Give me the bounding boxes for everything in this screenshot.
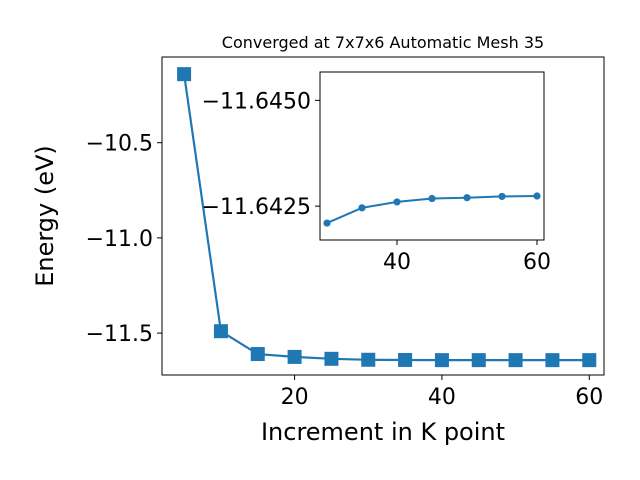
- main-y-ticks: −10.5 −11.0 −11.5: [86, 132, 162, 347]
- inset-data-point: [393, 198, 401, 206]
- inset-data-point: [463, 194, 471, 202]
- main-data-point: [582, 353, 597, 368]
- inset-y-ticks: −11.6450 −11.6425: [202, 89, 320, 220]
- main-x-tick-label: 40: [428, 385, 456, 410]
- inset-y-tick-label: −11.6450: [202, 89, 311, 114]
- main-plot: 20 40 60 −10.5 −11.0 −11.5: [86, 56, 605, 410]
- main-data-point: [545, 353, 560, 368]
- main-plot-frame: [161, 56, 605, 376]
- main-data-point: [213, 324, 228, 339]
- main-series-points: [177, 67, 597, 368]
- y-axis-title: Energy (eV): [31, 145, 59, 287]
- main-data-point: [250, 347, 265, 362]
- main-x-tick-label: 60: [575, 385, 603, 410]
- inset-x-tick-label: 40: [383, 250, 411, 275]
- inset-data-point: [498, 192, 506, 201]
- inset-series-points: [323, 192, 541, 227]
- main-data-point: [361, 352, 376, 367]
- chart-title: Converged at 7x7x6 Automatic Mesh 35: [222, 33, 544, 52]
- main-data-point: [508, 353, 523, 368]
- main-data-point: [287, 349, 302, 364]
- inset-data-point: [323, 219, 331, 227]
- main-y-tick-label: −10.5: [86, 132, 153, 157]
- inset-plot-frame: [319, 71, 545, 241]
- inset-x-ticks: 40 60: [383, 240, 551, 275]
- main-data-point: [177, 67, 192, 82]
- main-data-point: [434, 353, 449, 368]
- main-y-tick-label: −11.0: [86, 227, 153, 252]
- main-x-tick-label: 20: [281, 385, 309, 410]
- inset-plot: 40 60 −11.6450 −11.6425: [202, 71, 551, 275]
- x-axis-title: Increment in K point: [261, 418, 505, 446]
- inset-data-point: [533, 192, 541, 200]
- main-x-ticks: 20 40 60: [281, 375, 603, 410]
- main-data-point: [471, 353, 486, 368]
- inset-data-point: [428, 194, 436, 203]
- main-data-point: [324, 351, 339, 366]
- inset-y-tick-label: −11.6425: [202, 195, 311, 220]
- inset-x-tick-label: 60: [523, 250, 551, 275]
- inset-data-point: [358, 204, 366, 212]
- main-data-point: [398, 352, 413, 367]
- main-y-tick-label: −11.5: [86, 322, 153, 347]
